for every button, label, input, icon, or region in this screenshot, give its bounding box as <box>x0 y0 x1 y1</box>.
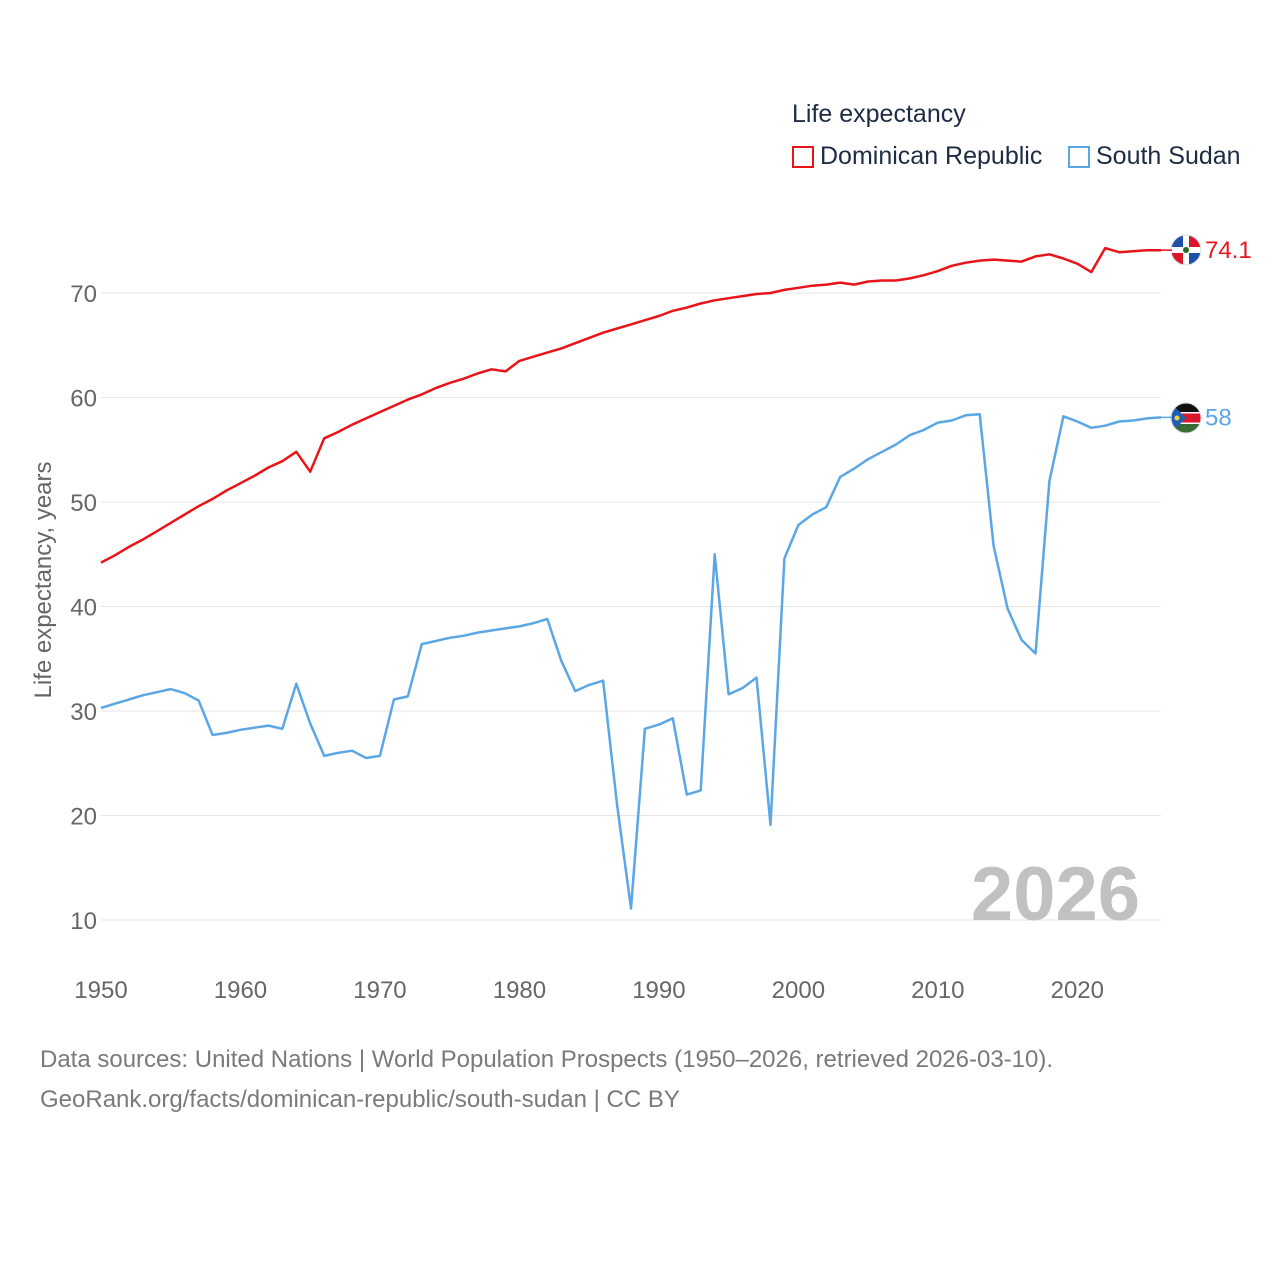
series-lines <box>100 246 1162 910</box>
y-tick-label: 50 <box>70 490 97 517</box>
end-value-labels: 74.1 58 <box>1161 237 1252 431</box>
dominican-republic-flag-icon <box>1170 234 1202 266</box>
x-tick-label: 1990 <box>632 977 685 1004</box>
legend-item-dominican-republic[interactable]: Dominican Republic <box>792 142 1042 171</box>
y-tick-label: 30 <box>70 699 97 726</box>
source-line-2[interactable]: GeoRank.org/facts/dominican-republic/sou… <box>40 1086 680 1113</box>
grid-lines <box>101 292 1161 921</box>
series-line-dominican-republic[interactable] <box>100 246 1161 564</box>
legend-label: South Sudan <box>1096 142 1241 170</box>
x-tick-label: 1980 <box>493 977 546 1004</box>
y-axis-label: Life expectancy, years <box>30 461 57 698</box>
end-value-label: 58 <box>1205 404 1232 431</box>
y-tick-label: 20 <box>70 804 97 831</box>
x-tick-label: 1960 <box>214 977 267 1004</box>
y-tick-label: 10 <box>70 908 97 935</box>
y-tick-label: 70 <box>70 281 97 308</box>
x-tick-label: 2000 <box>772 977 825 1004</box>
end-value-label: 74.1 <box>1205 237 1252 264</box>
series-line-south-sudan[interactable] <box>100 412 1162 910</box>
y-tick-label: 40 <box>70 595 97 622</box>
x-tick-label: 1950 <box>74 977 127 1004</box>
legend-swatch-blue <box>1068 145 1090 168</box>
legend-item-south-sudan[interactable]: South Sudan <box>1068 142 1241 171</box>
x-tick-label: 2010 <box>911 977 964 1004</box>
year-watermark: 2026 <box>971 852 1140 937</box>
source-line-1: Data sources: United Nations | World Pop… <box>40 1046 1054 1073</box>
y-tick-label: 60 <box>70 386 97 413</box>
legend-swatch-red <box>792 145 814 168</box>
y-tick-labels: 10 20 30 40 50 60 70 <box>70 281 97 935</box>
legend-label: Dominican Republic <box>820 142 1043 170</box>
south-sudan-flag-icon <box>1170 402 1202 434</box>
x-tick-labels: 1950 1960 1970 1980 1990 2000 2010 2020 <box>74 977 1104 1004</box>
x-tick-label: 1970 <box>353 977 406 1004</box>
legend-title: Life expectancy <box>792 100 966 128</box>
x-tick-label: 2020 <box>1051 977 1104 1004</box>
